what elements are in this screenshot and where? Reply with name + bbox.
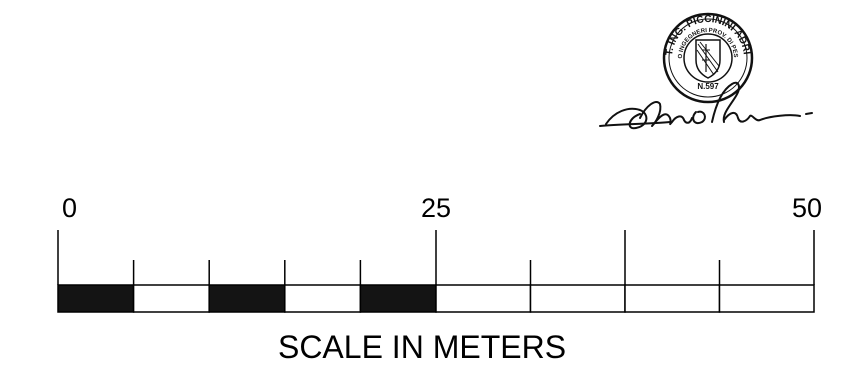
scale-ticks — [57, 230, 815, 285]
scale-tick-label: 25 — [421, 193, 451, 223]
scale-tick-label: 50 — [792, 193, 822, 223]
scale-segment-empty — [624, 284, 721, 313]
scale-tick-label: 0 — [62, 193, 77, 223]
scale-segment-empty — [718, 284, 815, 313]
scale-tick-labels: 0 25 50 — [62, 193, 822, 223]
seal-outer-text: DOTT. ING. PICCININI ADRIANO — [0, 0, 752, 56]
seal-number: N.597 — [697, 82, 719, 91]
scale-segment-empty — [284, 284, 362, 313]
scale-bar — [57, 284, 815, 313]
scale-segment-filled — [208, 284, 286, 313]
scale-segment-empty — [435, 284, 532, 313]
scale-caption: SCALE IN METERS — [278, 329, 566, 365]
engineer-seal: DOTT. ING. PICCININI ADRIANO ALBO INGEGN… — [0, 0, 754, 104]
signature-mark — [599, 81, 813, 130]
scale-segment-empty — [132, 284, 210, 313]
scale-segment-filled — [359, 284, 437, 313]
seal-inner-text: ALBO INGEGNERI PROV. DI PESARO — [0, 0, 738, 59]
scale-segment-filled — [57, 284, 135, 313]
scale-segment-empty — [529, 284, 626, 313]
